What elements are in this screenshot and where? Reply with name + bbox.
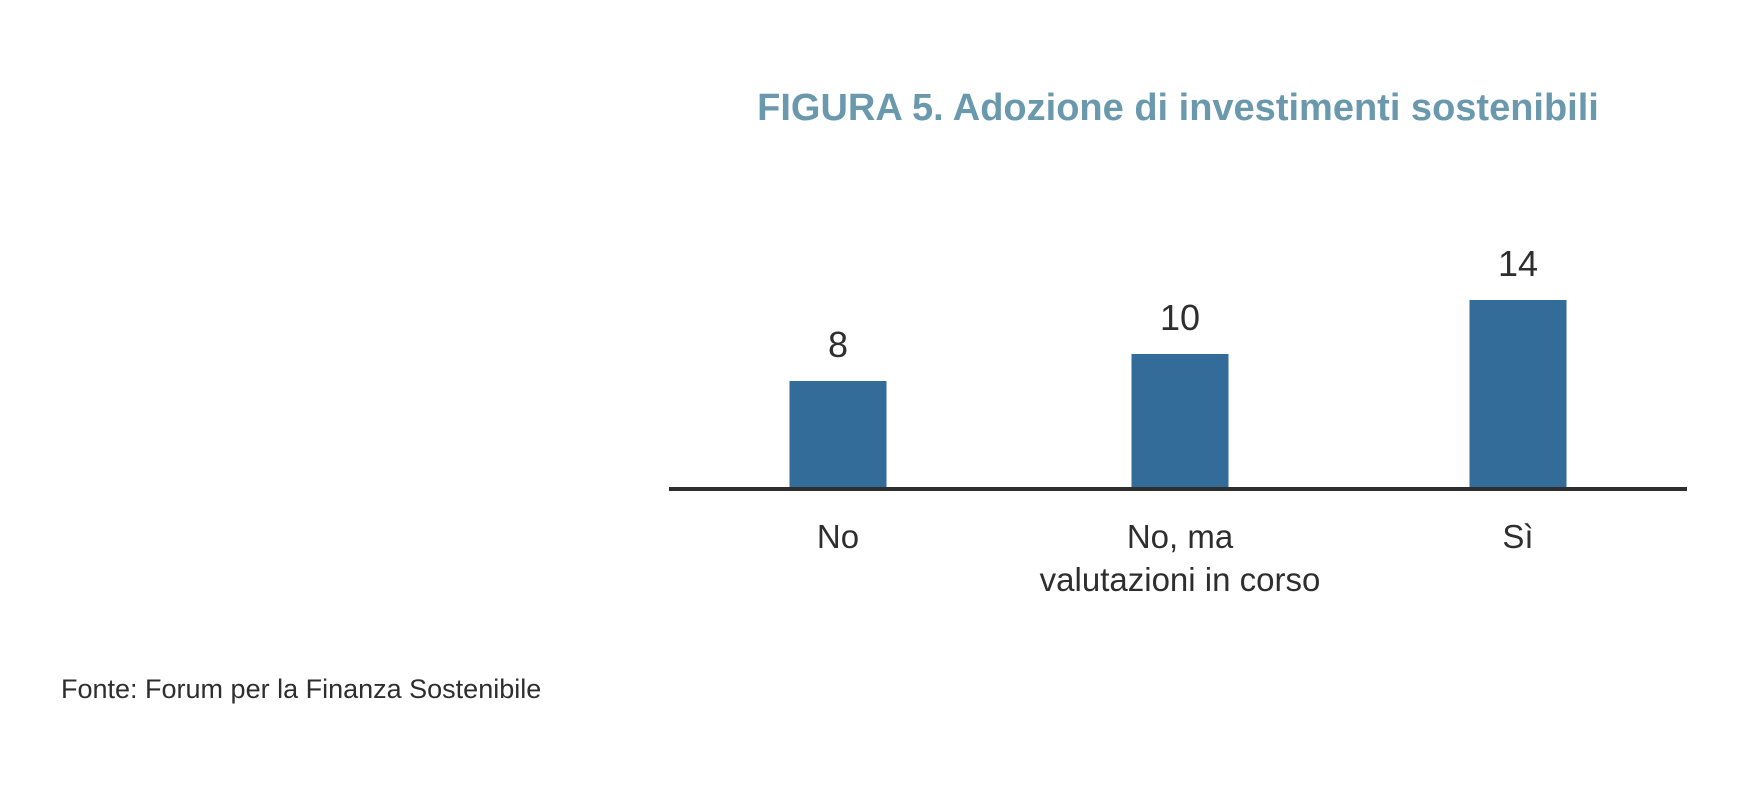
- chart-title: FIGURA 5. Adozione di investimenti soste…: [757, 87, 1599, 129]
- labels-layer: 8 No 10 No, ma valutazioni in corso 14 Sì: [817, 243, 1538, 598]
- data-label-0: 8: [828, 324, 848, 365]
- bar-0: [789, 381, 887, 489]
- category-label-2-line-0: Sì: [1502, 518, 1533, 555]
- category-label-2: Sì: [1502, 518, 1533, 555]
- source-note: Fonte: Forum per la Finanza Sostenibile: [61, 674, 542, 704]
- category-label-0: No: [817, 518, 859, 555]
- category-label-0-line-0: No: [817, 518, 859, 555]
- category-label-1-line-0: No, ma: [1127, 518, 1234, 555]
- category-label-1-line-1: valutazioni in corso: [1040, 561, 1321, 598]
- bar-2: [1469, 300, 1567, 489]
- bar-1: [1131, 354, 1229, 489]
- category-label-1: No, ma valutazioni in corso: [1040, 518, 1321, 598]
- data-label-1: 10: [1160, 297, 1200, 338]
- data-label-2: 14: [1498, 243, 1538, 284]
- bars-layer: [789, 300, 1567, 489]
